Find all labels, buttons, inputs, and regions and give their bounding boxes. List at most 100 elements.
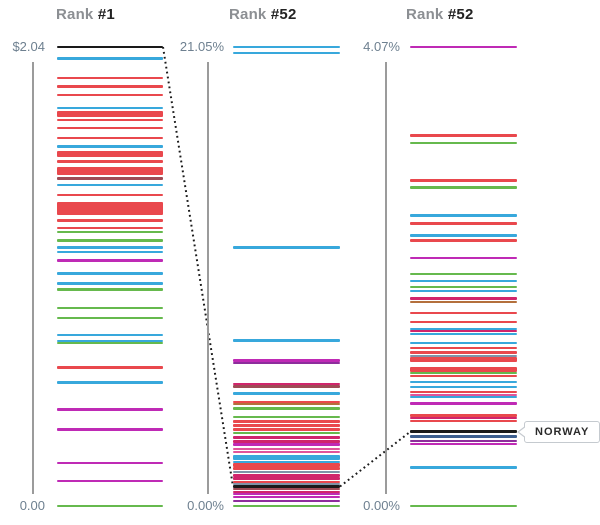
axis-min-label: 0.00 (19, 498, 45, 513)
data-line (410, 301, 517, 304)
data-line (57, 106, 163, 109)
data-line (57, 250, 163, 254)
data-line (410, 333, 517, 336)
data-line (57, 76, 163, 80)
data-line (410, 320, 517, 324)
data-line (57, 282, 163, 285)
panel-title: Rank #52 (229, 6, 297, 23)
data-line (233, 499, 340, 502)
data-line (233, 460, 340, 463)
data-line (233, 382, 340, 386)
data-line (57, 381, 163, 384)
data-line (410, 234, 517, 237)
data-line (57, 479, 163, 483)
data-line (233, 504, 340, 508)
data-line (233, 463, 340, 467)
data-line (233, 423, 340, 428)
data-line (57, 145, 163, 148)
data-line (57, 176, 163, 180)
y-axis (207, 62, 209, 494)
data-line (233, 482, 340, 485)
axis-max-label: 4.07% (363, 39, 400, 54)
data-line (57, 160, 163, 163)
data-line (233, 385, 340, 388)
data-line (233, 407, 340, 410)
data-line (410, 327, 517, 330)
axis-max-label: 21.05% (179, 39, 224, 54)
data-line (410, 134, 517, 137)
data-line (410, 222, 517, 225)
data-line (57, 239, 163, 242)
data-line (233, 480, 340, 483)
data-line (410, 367, 517, 373)
panel-title-rank: #1 (97, 6, 115, 23)
data-line (410, 297, 517, 301)
callout-arrow-icon (518, 425, 527, 438)
data-line (233, 427, 340, 432)
data-line (57, 183, 163, 187)
data-line (410, 346, 517, 350)
data-line (57, 306, 163, 310)
data-line (233, 403, 340, 406)
data-line (410, 443, 517, 446)
norway-line (410, 430, 517, 434)
axis-min-label: 0.00% (363, 498, 400, 513)
data-line (57, 246, 163, 249)
data-line (233, 51, 340, 55)
data-line (57, 408, 163, 411)
data-line (233, 400, 340, 404)
data-line (410, 466, 517, 469)
data-line (410, 285, 517, 288)
data-line (410, 391, 517, 394)
data-line (233, 491, 340, 494)
data-line (233, 447, 340, 450)
data-line (410, 341, 517, 344)
norway-line (233, 484, 340, 488)
data-line (410, 179, 517, 182)
data-line (410, 504, 517, 508)
data-line (57, 219, 163, 222)
axis-max-label: $2.04 (12, 39, 45, 54)
data-line (233, 477, 340, 481)
data-line (57, 226, 163, 229)
callout-label: NORWAY (535, 425, 590, 438)
data-line (233, 439, 340, 443)
data-line (233, 473, 340, 477)
panel-title-rank: #52 (447, 6, 474, 23)
data-line (57, 230, 163, 234)
data-line (410, 393, 517, 396)
data-line (57, 461, 163, 465)
panel-title-prefix: Rank (406, 6, 448, 23)
data-line (57, 288, 163, 291)
data-line (410, 434, 517, 438)
data-line (233, 359, 340, 362)
data-line (233, 362, 340, 365)
data-line (233, 496, 340, 499)
data-line (410, 396, 517, 399)
data-line (410, 385, 517, 388)
norway-line (57, 45, 163, 49)
data-line (410, 439, 517, 443)
data-line (57, 333, 163, 337)
data-line (233, 466, 340, 470)
y-axis (385, 62, 387, 494)
data-line (57, 150, 163, 157)
norway-callout: NORWAY (517, 420, 600, 443)
data-line (233, 493, 340, 496)
data-line (57, 342, 163, 345)
data-line (57, 428, 163, 431)
data-line (57, 316, 163, 320)
data-line (233, 443, 340, 446)
data-line (57, 340, 163, 343)
data-line (57, 110, 163, 117)
data-line (57, 504, 163, 508)
data-line (410, 354, 517, 357)
panel-title: Rank #52 (406, 6, 474, 23)
data-line (233, 246, 340, 249)
data-line (410, 414, 517, 417)
data-line (410, 357, 517, 363)
data-line (57, 193, 163, 197)
data-line (410, 401, 517, 405)
data-line (410, 186, 517, 189)
data-line (410, 272, 517, 276)
